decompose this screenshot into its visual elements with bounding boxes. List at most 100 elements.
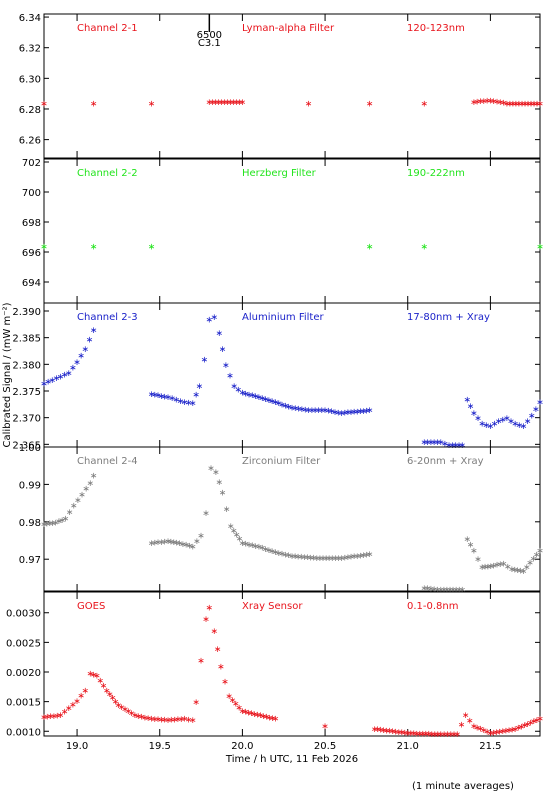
data-point: ∗ xyxy=(87,479,95,489)
data-point: ∗ xyxy=(301,406,309,416)
data-point: ∗ xyxy=(374,725,382,735)
data-point: ∗ xyxy=(236,98,244,108)
data-point: ∗ xyxy=(353,407,361,417)
data-point: ∗ xyxy=(536,398,544,408)
panel-2-ytick-label: 696 xyxy=(22,248,41,259)
data-point: ∗ xyxy=(527,99,535,109)
x-tick-label: 19.0 xyxy=(66,741,88,752)
data-point: ∗ xyxy=(168,716,176,726)
data-point: ∗ xyxy=(239,707,247,717)
data-point: ∗ xyxy=(467,541,475,551)
data-point: ∗ xyxy=(440,730,448,740)
data-point: ∗ xyxy=(66,508,74,518)
panel-3-ytick-label: 2.390 xyxy=(12,307,41,318)
data-point: ∗ xyxy=(224,98,232,108)
data-point: ∗ xyxy=(245,708,253,718)
data-point: ∗ xyxy=(170,538,178,548)
data-point: ∗ xyxy=(463,396,471,406)
data-point: ∗ xyxy=(82,686,90,696)
data-point: ∗ xyxy=(455,441,463,451)
data-point: ∗ xyxy=(295,405,303,415)
data-point: ∗ xyxy=(262,395,270,405)
data-point: ∗ xyxy=(239,389,247,399)
data-point: ∗ xyxy=(344,408,352,418)
data-point: ∗ xyxy=(490,97,498,107)
data-point: ∗ xyxy=(307,553,315,563)
data-point: ∗ xyxy=(524,720,532,730)
data-point: ∗ xyxy=(148,539,156,549)
data-point: ∗ xyxy=(427,438,435,448)
data-point: ∗ xyxy=(504,562,512,572)
data-point: ∗ xyxy=(197,657,205,667)
panel-2-ytick-label: 702 xyxy=(22,158,41,169)
panel-5-ytick-label: 0.0020 xyxy=(6,668,41,679)
data-point: ∗ xyxy=(90,99,98,109)
panel-4-ytick-label: 0.99 xyxy=(19,480,41,491)
data-point: ∗ xyxy=(493,98,501,108)
data-point: ∗ xyxy=(350,408,358,418)
data-point: ∗ xyxy=(288,404,296,414)
data-point: ∗ xyxy=(173,538,181,548)
data-point: ∗ xyxy=(242,389,250,399)
data-point: ∗ xyxy=(437,730,445,740)
data-point: ∗ xyxy=(503,99,511,109)
data-point: ∗ xyxy=(176,539,184,549)
data-point: ∗ xyxy=(206,316,214,326)
data-point: ∗ xyxy=(109,694,117,704)
data-point: ∗ xyxy=(193,537,201,547)
data-point: ∗ xyxy=(282,550,290,560)
data-point: ∗ xyxy=(416,729,424,739)
data-point: ∗ xyxy=(112,697,120,707)
data-point: ∗ xyxy=(520,567,528,577)
data-point: ∗ xyxy=(516,421,524,431)
data-point: ∗ xyxy=(322,554,330,564)
data-point: ∗ xyxy=(93,671,101,681)
data-point: ∗ xyxy=(278,400,286,410)
data-point: ∗ xyxy=(242,708,250,718)
panel-3-frame xyxy=(43,302,541,448)
data-point: ∗ xyxy=(487,729,495,739)
data-point: ∗ xyxy=(288,552,296,562)
panel-4-ytick-label: 1.00 xyxy=(19,443,41,454)
panel-5-filter-label: Xray Sensor xyxy=(242,601,303,612)
data-point: ∗ xyxy=(483,728,491,738)
data-point: ∗ xyxy=(154,391,162,401)
data-point: ∗ xyxy=(161,537,169,547)
data-point: ∗ xyxy=(278,550,286,560)
data-point: ∗ xyxy=(321,722,329,732)
data-point: ∗ xyxy=(87,670,95,680)
data-point: ∗ xyxy=(148,390,156,400)
x-tick-label: 21.0 xyxy=(397,741,419,752)
data-point: ∗ xyxy=(347,553,355,563)
data-point: ∗ xyxy=(523,563,531,573)
panel-4-channel-label: Channel 2-4 xyxy=(77,456,138,467)
data-point: ∗ xyxy=(524,417,532,427)
data-point: ∗ xyxy=(478,563,486,573)
data-point: ∗ xyxy=(371,725,379,735)
data-point: ∗ xyxy=(206,603,214,613)
data-point: ∗ xyxy=(206,98,214,108)
averaging-note: (1 minute averages) xyxy=(412,781,514,792)
data-point: ∗ xyxy=(328,407,336,417)
panel-1-wavelength-label: 120-123nm xyxy=(407,23,465,34)
data-point: ∗ xyxy=(533,716,541,726)
data-point: ∗ xyxy=(161,716,169,726)
data-point: ∗ xyxy=(467,402,475,412)
data-point: ∗ xyxy=(189,399,197,409)
data-point: ∗ xyxy=(515,724,523,734)
data-point: ∗ xyxy=(499,416,507,426)
data-point: ∗ xyxy=(251,710,259,720)
data-point: ∗ xyxy=(487,96,495,106)
data-point: ∗ xyxy=(192,391,200,401)
data-point: ∗ xyxy=(53,712,61,722)
data-point: ∗ xyxy=(480,726,488,736)
data-point: ∗ xyxy=(275,399,283,409)
data-point: ∗ xyxy=(73,697,81,707)
data-point: ∗ xyxy=(265,546,273,556)
data-point: ∗ xyxy=(90,671,98,681)
data-point: ∗ xyxy=(536,243,544,253)
data-point: ∗ xyxy=(151,391,159,401)
data-point: ∗ xyxy=(304,553,312,563)
data-point: ∗ xyxy=(189,716,197,726)
data-point: ∗ xyxy=(528,412,536,422)
